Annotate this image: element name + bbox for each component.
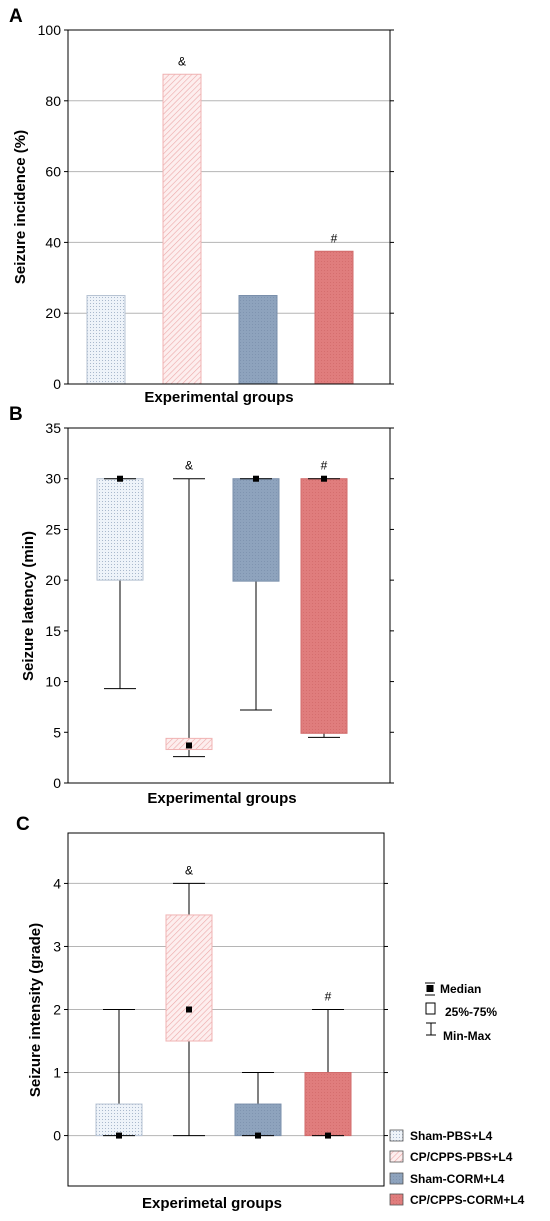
bar-sham-pbs (86, 295, 126, 385)
panel-b-letter: B (9, 404, 23, 425)
panel-a-y-tick-label: 0 (53, 376, 61, 392)
panel-c-y-tick-label: 0 (53, 1128, 61, 1144)
median-marker-cp-corm (321, 475, 327, 482)
panel-c-significance-marks: &# (185, 863, 332, 1003)
significance-mark-cp-corm: # (321, 459, 328, 473)
significance-mark-cp-corm: # (331, 231, 338, 245)
median-marker-sham-corm (253, 475, 259, 482)
significance-mark-cp-corm: # (325, 990, 332, 1004)
legend-median-label: Median (440, 982, 481, 996)
panel-a-y-tick-label: 40 (45, 234, 61, 250)
median-marker-cp-pbs (186, 1006, 192, 1013)
panel-b-y-axis-title: Seizure latency (min) (20, 531, 37, 681)
panel-c-y-tick-label: 2 (53, 1002, 61, 1018)
bar-cp-pbs (162, 73, 202, 385)
legend-group-sham-corm: Sham-CORM+L4 (389, 1172, 505, 1186)
panel-b-y-tick-label: 25 (45, 521, 61, 537)
panel-b-y-tick-label: 10 (45, 674, 61, 690)
panel-a-letter: A (9, 6, 23, 27)
box-sham-pbs (96, 478, 144, 581)
median-marker-sham-pbs (116, 1132, 122, 1139)
box-sham-corm (232, 478, 280, 582)
panel-a-y-tick-label: 60 (45, 164, 61, 180)
median-marker-icon (426, 985, 434, 992)
bar-cp-corm (314, 250, 354, 385)
median-marker-sham-pbs (117, 475, 123, 482)
legend-swatch-sham-corm (389, 1172, 404, 1185)
panel-b-y-ticks: 0 5 10 15 20 25 30 35 (45, 420, 394, 791)
legend-group-cp-corm: CP/CPPS-CORM+L4 (389, 1193, 525, 1207)
legend-group-sham-pbs: Sham-PBS+L4 (389, 1129, 493, 1143)
panel-b-y-tick-label: 35 (45, 420, 61, 436)
panel-b-boxes (96, 475, 348, 758)
panel-a-y-tick-label: 20 (45, 305, 61, 321)
box-sham-pbs (95, 1103, 143, 1137)
legend-median-item: Median (425, 982, 481, 996)
box-sham-corm (234, 1103, 282, 1137)
panel-c-y-tick-label: 3 (53, 938, 61, 954)
panel-b-y-tick-label: 15 (45, 623, 61, 639)
legend-iqr-label: 25%-75% (445, 1005, 497, 1019)
legend-label-sham-pbs: Sham-PBS+L4 (410, 1129, 493, 1143)
legend-range-item: Min-Max (426, 1022, 491, 1043)
box-cp-pbs (165, 914, 213, 1042)
legend-swatch-sham-pbs (389, 1129, 404, 1142)
panel-a-x-axis-title: Experimental groups (144, 389, 293, 406)
legend-label-cp-corm: CP/CPPS-CORM+L4 (410, 1193, 525, 1207)
panel-b-x-axis-title: Experimental groups (147, 790, 296, 807)
panel-b-y-tick-label: 20 (45, 572, 61, 588)
significance-mark-cp-pbs: & (178, 54, 186, 68)
bar-sham-corm (238, 295, 278, 385)
panel-a-plot-frame (67, 29, 391, 385)
legend-label-sham-corm: Sham-CORM+L4 (410, 1172, 505, 1186)
panel-a-y-axis-title: Seizure incidence (%) (12, 130, 29, 284)
panel-c-y-ticks: 0 1 2 3 4 (53, 875, 388, 1144)
legend-range-label: Min-Max (443, 1029, 491, 1043)
iqr-box-icon (425, 1002, 436, 1015)
panel-a-y-tick-label: 100 (38, 22, 62, 38)
panel-c-y-tick-label: 1 (53, 1065, 61, 1081)
legend-iqr-item: 25%-75% (425, 1002, 497, 1019)
panel-c-y-tick-label: 4 (53, 875, 61, 891)
median-marker-sham-corm (255, 1132, 261, 1139)
median-marker-cp-corm (325, 1132, 331, 1139)
panel-a-y-ticks: 0 20 40 60 80 100 (38, 22, 394, 392)
median-marker-cp-pbs (186, 742, 192, 749)
panel-c-x-axis-title: Experimetal groups (142, 1195, 282, 1212)
panel-b-y-tick-label: 0 (53, 775, 61, 791)
box-cp-corm (300, 478, 348, 734)
group-legend: Sham-PBS+L4 CP/CPPS-PBS+L4 Sham-CORM+L4 … (389, 1129, 525, 1207)
panel-c-boxes (95, 882, 352, 1139)
panel-b-y-tick-label: 5 (53, 724, 61, 740)
legend-swatch-cp-corm (389, 1193, 404, 1206)
box-cp-corm (304, 1072, 352, 1137)
significance-mark-cp-pbs: & (185, 459, 193, 473)
legend-swatch-cp-pbs (389, 1150, 404, 1163)
panel-b-significance-marks: & # (185, 459, 328, 473)
panel-b-y-tick-label: 30 (45, 471, 61, 487)
legend-group-cp-pbs: CP/CPPS-PBS+L4 (389, 1150, 513, 1164)
legend-label-cp-pbs: CP/CPPS-PBS+L4 (410, 1150, 513, 1164)
panel-a-bars (86, 73, 354, 385)
panel-c-y-axis-title: Seizure intensity (grade) (27, 923, 44, 1097)
box-legend: Median 25%-75% Min-Max (425, 982, 497, 1043)
significance-mark-cp-pbs: & (185, 863, 193, 877)
panel-b-plot-frame (67, 427, 391, 784)
panel-c-letter: C (16, 814, 30, 835)
panel-a-significance-marks: &# (178, 54, 338, 245)
panel-a-y-tick-label: 80 (45, 93, 61, 109)
